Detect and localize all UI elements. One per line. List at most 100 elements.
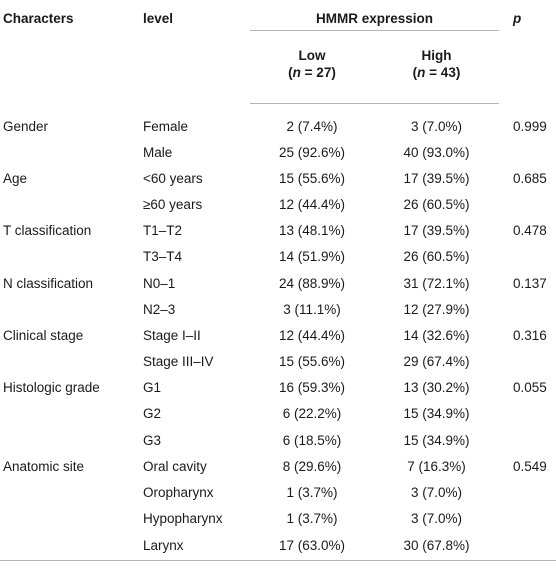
table-row: G3 6 (18.5%) 15 (34.9%) [0,427,556,453]
header-level: level [143,11,174,26]
header-p-value: p [513,11,522,26]
row-low-value: 3 (11.1%) [283,301,341,317]
table-row: Oropharynx 1 (3.7%) 3 (7.0%) [0,479,556,505]
row-p-value: 0.549 [513,458,547,474]
row-level: T3–T4 [143,249,183,265]
row-p-value [499,244,556,270]
row-level: Oropharynx [143,485,214,501]
row-level: N0–1 [143,275,176,291]
row-p-value [499,191,556,217]
row-low-value: 1 (3.7%) [286,511,338,527]
row-p-value: 0.685 [513,170,547,186]
row-level: Oral cavity [143,458,207,474]
table-row: ≥60 years 12 (44.4%) 26 (60.5%) [0,191,556,217]
table-row: Histologic grade G1 16 (59.3%) 13 (30.2%) 0.… [0,375,556,401]
table-row: Male 25 (92.6%) 40 (93.0%) [0,139,556,165]
row-level: N2–3 [143,301,176,317]
row-character [0,244,140,270]
table-row: T classification T1–T2 13 (48.1%) 17 (39.5%… [0,218,556,244]
row-character [0,479,140,505]
header-high-count: (n = 43) [412,64,461,80]
table-row: Age <60 years 15 (55.6%) 17 (39.5%) 0.685 [0,165,556,191]
row-level: Female [143,118,189,134]
row-high-value: 3 (7.0%) [410,118,463,134]
row-high-value: 17 (39.5%) [403,170,470,186]
row-character [0,349,140,375]
row-low-value: 15 (55.6%) [278,170,346,186]
row-character: Clinical stage [3,327,84,343]
table-row: N classification N0–1 24 (88.9%) 31 (72.1%)… [0,270,556,296]
row-low-value: 24 (88.9%) [278,275,346,291]
row-character [0,296,140,322]
header-low-count: (n = 27) [288,64,336,80]
row-level: Stage I–II [143,327,201,343]
row-level: T1–T2 [143,223,183,239]
row-high-value: 3 (7.0%) [410,511,463,527]
table-row: T3–T4 14 (51.9%) 26 (60.5%) [0,244,556,270]
table-row: Clinical stage Stage I–II 12 (44.4%) 14 (32… [0,322,556,348]
row-low-value: 1 (3.7%) [286,485,338,501]
row-high-value: 7 (16.3%) [407,458,466,474]
row-high-value: 30 (67.8%) [374,531,499,561]
row-low-value: 13 (48.1%) [278,223,346,239]
row-high-value: 3 (7.0%) [410,485,463,501]
table-row: Stage III–IV 15 (55.6%) 29 (67.4%) [0,349,556,375]
row-low-value: 15 (55.6%) [278,354,346,370]
row-low-value: 16 (59.3%) [278,380,346,396]
table-body: Gender Female 2 (7.4%) 3 (7.0%) 0.999 Male 25 … [0,103,556,561]
row-p-value [499,296,556,322]
row-character: Age [3,170,28,186]
row-p-value [499,506,556,532]
table-header: Characters level HMMR expression p Low (… [0,0,556,104]
row-level: ≥60 years [143,196,203,212]
row-character [0,506,140,532]
row-character: T classification [3,223,92,239]
row-low-value: 8 (29.6%) [282,458,342,474]
row-high-value: 15 (34.9%) [403,432,470,448]
row-low-value: 6 (18.5%) [282,432,342,448]
row-high-value: 14 (32.6%) [403,327,470,343]
table-row: Larynx 17 (63.0%) 30 (67.8%) [0,531,556,561]
header-hmmr-expression: HMMR expression [250,0,499,31]
row-level: Stage III–IV [143,354,214,370]
table-row: Hypopharynx 1 (3.7%) 3 (7.0%) [0,506,556,532]
row-p-value: 0.999 [513,118,547,134]
header-characters: Characters [3,11,74,26]
row-character [0,191,140,217]
row-character: N classification [3,275,94,291]
row-low-value: 6 (22.2%) [282,406,342,422]
row-low-value: 14 (51.9%) [278,249,346,265]
row-p-value [499,479,556,505]
row-high-value: 15 (34.9%) [403,406,470,422]
row-character: Anatomic site [3,458,85,474]
row-low-value: 12 (44.4%) [278,196,346,212]
row-high-value: 17 (39.5%) [403,223,470,239]
row-low-value: 12 (44.4%) [278,327,346,343]
row-character: Gender [3,118,49,134]
row-level: G3 [143,432,162,448]
row-level: Larynx [140,531,250,561]
row-high-value: 31 (72.1%) [403,275,470,291]
row-level: G2 [143,406,162,422]
row-high-value: 13 (30.2%) [403,380,470,396]
row-p-value: 0.055 [513,380,547,396]
row-p-value [499,401,556,427]
row-level: G1 [143,380,162,396]
table-row: Anatomic site Oral cavity 8 (29.6%) 7 (16.3… [0,453,556,479]
row-high-value: 26 (60.5%) [403,196,470,212]
table-row: G2 6 (22.2%) 15 (34.9%) [0,401,556,427]
table-row: Gender Female 2 (7.4%) 3 (7.0%) 0.999 [0,103,556,139]
row-p-value: 0.137 [513,275,547,291]
row-high-value: 26 (60.5%) [403,249,470,265]
row-p-value: 0.478 [513,223,547,239]
row-low-value: 2 (7.4%) [286,118,338,134]
row-high-value: 40 (93.0%) [403,144,470,160]
row-p-value: 0.316 [513,327,547,343]
row-character: Histologic grade [3,380,100,396]
row-p-value [499,139,556,165]
row-p-value [499,531,556,561]
row-character [0,427,140,453]
row-low-value: 17 (63.0%) [250,531,374,561]
